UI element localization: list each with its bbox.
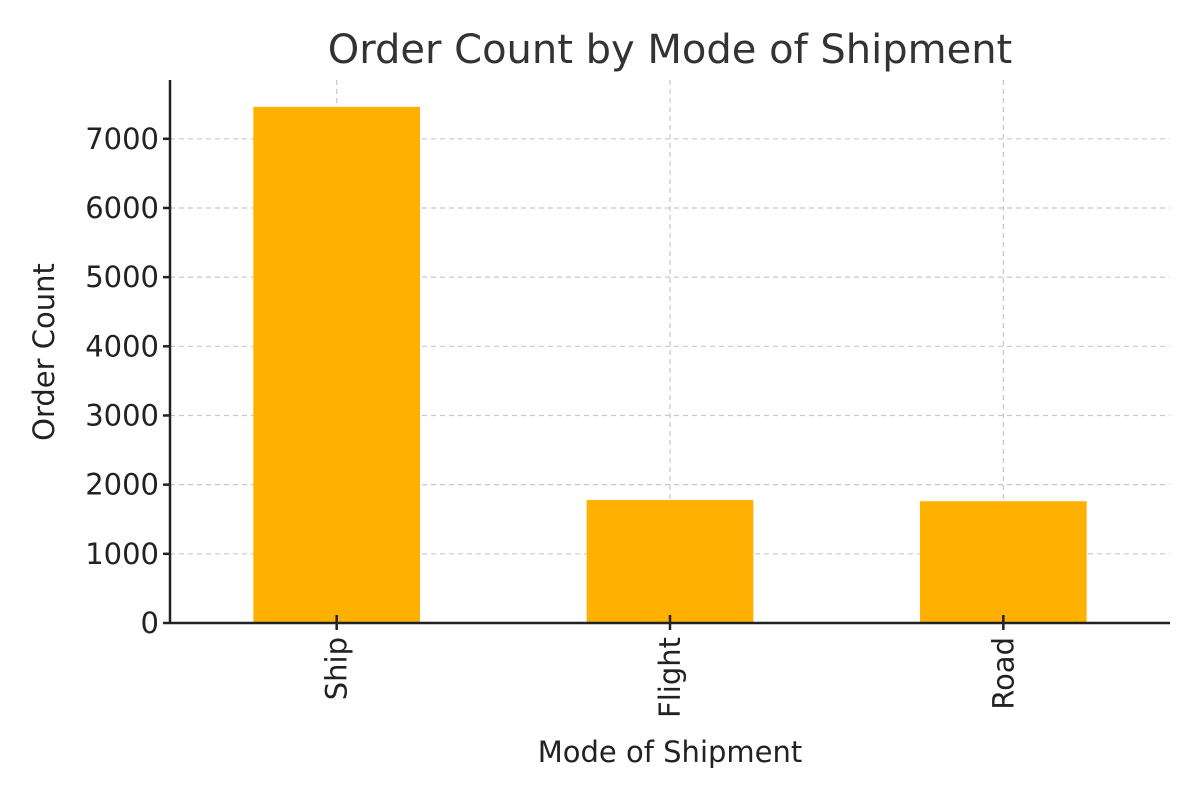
bar-flight — [586, 500, 754, 623]
y-axis-label: Order Count — [27, 263, 61, 441]
y-tick-label: 1000 — [85, 537, 159, 571]
y-tick-label: 3000 — [85, 398, 159, 432]
y-tick-label: 0 — [141, 606, 159, 640]
x-ticks: Ship Flight Road — [320, 615, 1020, 718]
y-ticks: 0 1000 2000 3000 4000 5000 6000 7000 — [85, 122, 170, 640]
chart-title: Order Count by Mode of Shipment — [328, 27, 1013, 73]
y-tick-label: 2000 — [85, 468, 159, 502]
bar-ship — [253, 106, 420, 623]
x-tick-label: Flight — [653, 637, 687, 718]
x-tick-label: Ship — [320, 637, 354, 700]
bar-road — [920, 501, 1087, 623]
y-tick-label: 4000 — [85, 329, 159, 363]
y-tick-label: 7000 — [85, 122, 159, 156]
x-axis-label: Mode of Shipment — [538, 735, 803, 769]
x-tick-label: Road — [986, 637, 1020, 710]
bars — [253, 106, 1087, 623]
y-tick-label: 5000 — [85, 260, 159, 294]
y-tick-label: 6000 — [85, 191, 159, 225]
